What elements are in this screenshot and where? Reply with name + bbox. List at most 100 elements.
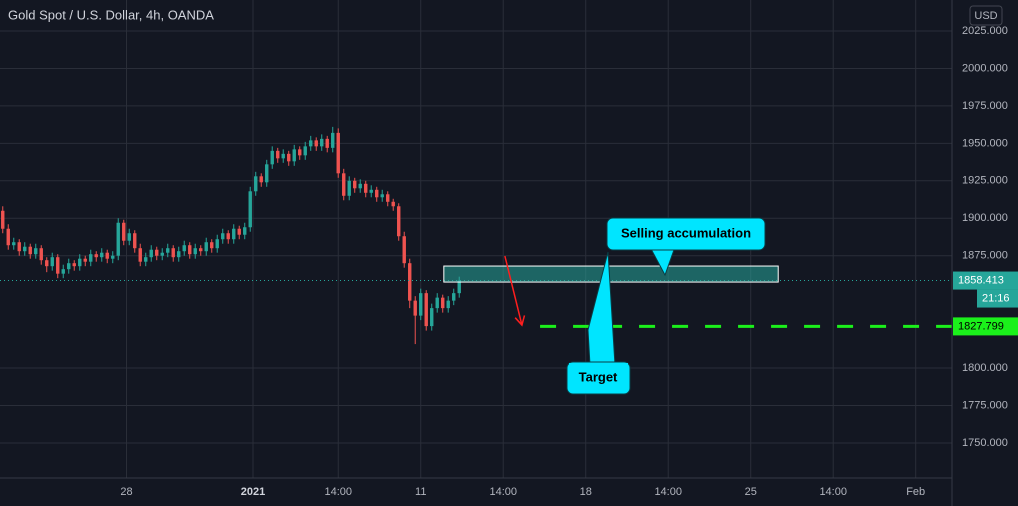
- y-tick-label: 2000.000: [962, 62, 1008, 74]
- candle-body: [364, 183, 368, 193]
- candle-body: [424, 293, 428, 327]
- candle-body: [342, 173, 346, 196]
- callout-text: Selling accumulation: [621, 225, 751, 240]
- candle-body: [281, 153, 285, 159]
- last-price-box: [953, 271, 1018, 290]
- y-tick-label: 1925.000: [962, 175, 1008, 187]
- candle-body: [215, 239, 219, 249]
- candle-body: [94, 254, 98, 258]
- y-tick-label: 1750.000: [962, 437, 1008, 449]
- candle-body: [204, 242, 208, 252]
- x-tick-label: 14:00: [654, 486, 682, 498]
- candle-body: [34, 248, 38, 255]
- candle-body: [83, 258, 87, 262]
- grid: [0, 0, 952, 478]
- candle-body: [298, 149, 302, 156]
- candle-body: [430, 308, 434, 327]
- candle-body: [188, 245, 192, 255]
- candle-body: [320, 138, 324, 147]
- candle-body: [78, 258, 82, 267]
- candle-body: [419, 293, 423, 316]
- countdown-box: [977, 289, 1018, 308]
- candle-body: [193, 248, 197, 255]
- zone: [443, 265, 779, 283]
- candle-body: [127, 233, 131, 241]
- candle-body: [23, 246, 27, 252]
- candle-body: [232, 228, 236, 240]
- callout-joint: [569, 363, 628, 369]
- candle-body: [111, 255, 115, 259]
- candle-body: [353, 180, 357, 189]
- last-price-label: 1858.413: [958, 274, 1004, 286]
- target-price-label: 1827.799: [958, 320, 1004, 332]
- candle-body: [50, 257, 54, 267]
- candle-body: [100, 252, 104, 258]
- candle-body: [6, 228, 10, 246]
- candle-body: [133, 233, 137, 249]
- y-tick-label: 1900.000: [962, 212, 1008, 224]
- x-tick-label: 28: [120, 486, 132, 498]
- candle-body: [56, 257, 60, 274]
- y-tick-label: 1800.000: [962, 362, 1008, 374]
- candle-body: [149, 249, 153, 258]
- candle-body: [325, 138, 329, 148]
- candle-body: [28, 246, 32, 255]
- candle-body: [391, 201, 395, 207]
- candle-body: [155, 249, 159, 256]
- candle-body: [122, 222, 126, 241]
- x-tick-label: 14:00: [324, 486, 352, 498]
- candle-body: [413, 300, 417, 316]
- candle-body: [347, 180, 351, 196]
- candle-body: [166, 248, 170, 253]
- candle-body: [182, 245, 186, 252]
- candle-body: [39, 248, 43, 261]
- chart-title: Gold Spot / U.S. Dollar, 4h, OANDA: [8, 7, 214, 22]
- candle-body: [375, 189, 379, 198]
- candle-body: [89, 254, 93, 262]
- candle-body: [287, 153, 291, 162]
- candle-body: [171, 248, 175, 258]
- candle-body: [1, 210, 5, 229]
- x-tick-label: 14:00: [489, 486, 517, 498]
- candle-body: [221, 233, 225, 240]
- candle-body: [160, 252, 164, 256]
- candle-body: [303, 146, 307, 156]
- candle-body: [452, 293, 456, 301]
- candle-body: [336, 132, 340, 174]
- x-tick-label: 14:00: [819, 486, 847, 498]
- candle-body: [237, 228, 241, 235]
- candle-body: [402, 236, 406, 264]
- candle-body: [446, 300, 450, 309]
- callout-box: [566, 361, 631, 395]
- candle-body: [292, 149, 296, 162]
- x-tick-label: 25: [745, 486, 757, 498]
- price-labels: 2025.000 2000.000 1975.000 1950.000 1925.000…: [120, 25, 1018, 498]
- arrow: [504, 255, 523, 326]
- candle-body: [380, 194, 384, 198]
- candle-body: [441, 297, 445, 309]
- candle-body: [358, 183, 362, 189]
- candle-body: [309, 140, 313, 147]
- target-price-box: [953, 317, 1018, 336]
- candle-body: [276, 150, 280, 159]
- candle-body: [138, 248, 142, 262]
- candle-body: [314, 140, 318, 147]
- candle-body: [72, 263, 76, 267]
- candle-body: [270, 150, 274, 165]
- candle-body: [144, 257, 148, 262]
- candle-body: [67, 263, 71, 270]
- y-tick-label: 1975.000: [962, 100, 1008, 112]
- y-tick-label: 1775.000: [962, 399, 1008, 411]
- candle-body: [259, 176, 263, 183]
- y-tick-label: 2025.000: [962, 25, 1008, 37]
- currency-label[interactable]: USD: [974, 10, 997, 22]
- candle-body: [243, 227, 247, 235]
- countdown-label: 21:16: [982, 292, 1010, 304]
- candle-body: [226, 233, 230, 240]
- candle-body: [435, 297, 439, 309]
- currency-button[interactable]: [969, 5, 1003, 26]
- candle-body: [61, 269, 65, 274]
